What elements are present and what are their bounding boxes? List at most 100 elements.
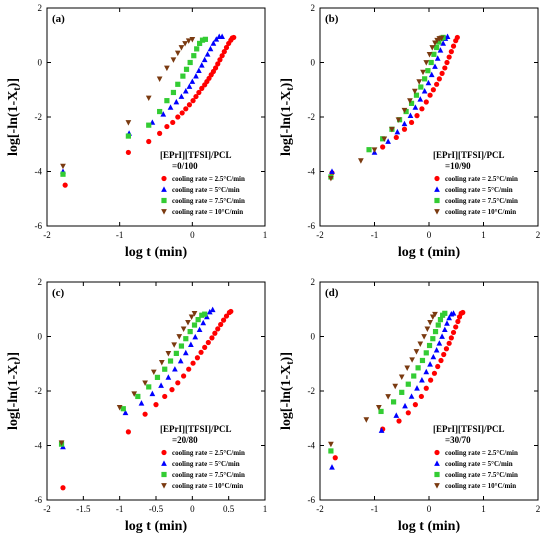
x-tick-label: -0.5 bbox=[149, 504, 164, 514]
data-point bbox=[436, 39, 442, 45]
x-tick-label: -2 bbox=[43, 230, 51, 240]
data-point bbox=[154, 374, 161, 380]
data-point bbox=[182, 87, 189, 94]
y-tick-label: 2 bbox=[38, 277, 43, 287]
data-point bbox=[209, 306, 216, 313]
data-point bbox=[444, 320, 450, 326]
data-point bbox=[153, 402, 159, 408]
x-tick-label: 1 bbox=[263, 504, 268, 514]
data-point bbox=[419, 376, 425, 383]
legend-entry: cooling rate = 10°C/min bbox=[172, 482, 243, 490]
data-point bbox=[376, 405, 382, 411]
data-point bbox=[439, 333, 445, 339]
data-point bbox=[178, 93, 185, 99]
data-point bbox=[401, 120, 408, 127]
data-point bbox=[450, 43, 457, 49]
data-point bbox=[430, 353, 437, 360]
data-point bbox=[162, 366, 168, 372]
data-point bbox=[223, 44, 230, 51]
data-point bbox=[219, 53, 225, 59]
legend-entry: cooling rate = 7.5°C/min bbox=[445, 471, 518, 479]
data-point bbox=[419, 106, 425, 112]
x-tick-label: -1 bbox=[116, 230, 124, 240]
data-point bbox=[165, 374, 172, 380]
data-point bbox=[450, 310, 457, 316]
legend-marker bbox=[161, 460, 167, 466]
data-point bbox=[204, 51, 211, 57]
legend-marker bbox=[434, 483, 440, 489]
data-point bbox=[157, 130, 163, 136]
data-point bbox=[396, 418, 402, 424]
x-tick-label: 2 bbox=[536, 504, 541, 514]
data-point bbox=[202, 344, 208, 350]
data-point bbox=[435, 322, 441, 328]
data-point bbox=[194, 355, 201, 361]
legend-marker bbox=[161, 483, 167, 489]
y-axis-title: log[-ln(1-Xt)] bbox=[279, 78, 296, 156]
data-point bbox=[437, 47, 444, 53]
data-point bbox=[409, 357, 415, 363]
data-point bbox=[180, 326, 187, 332]
legend-marker bbox=[434, 197, 440, 204]
data-point bbox=[149, 390, 156, 397]
y-tick-label: -2 bbox=[308, 386, 316, 396]
legend-entry: cooling rate = 2.5°C/min bbox=[445, 449, 518, 457]
data-point bbox=[417, 341, 424, 347]
data-point bbox=[448, 335, 454, 341]
data-point bbox=[358, 158, 364, 164]
data-point bbox=[392, 383, 399, 390]
data-series bbox=[62, 34, 237, 188]
data-point bbox=[436, 76, 442, 82]
data-series bbox=[60, 308, 234, 491]
data-point bbox=[199, 312, 205, 318]
data-point bbox=[209, 335, 215, 341]
data-point bbox=[446, 340, 452, 346]
data-point bbox=[408, 393, 415, 399]
data-point bbox=[185, 38, 192, 44]
data-point bbox=[212, 65, 219, 71]
data-point bbox=[131, 391, 138, 397]
data-point bbox=[425, 68, 431, 74]
data-point bbox=[393, 412, 400, 418]
legend-entry: cooling rate = 10°C/min bbox=[172, 208, 243, 216]
data-point bbox=[116, 405, 123, 411]
data-point bbox=[444, 33, 451, 39]
data-point bbox=[414, 113, 420, 119]
data-point bbox=[415, 365, 421, 371]
y-tick-label: 0 bbox=[311, 332, 316, 342]
data-point bbox=[181, 373, 187, 379]
y-tick-label: 2 bbox=[311, 277, 316, 287]
legend-entry: cooling rate = 5°C/min bbox=[172, 186, 240, 194]
data-point bbox=[120, 406, 126, 412]
data-point bbox=[446, 314, 453, 321]
data-point bbox=[405, 381, 411, 387]
data-point bbox=[399, 389, 405, 395]
data-point bbox=[427, 92, 433, 98]
data-point bbox=[407, 98, 413, 104]
data-point bbox=[162, 393, 168, 400]
data-point bbox=[221, 49, 227, 55]
data-point bbox=[438, 35, 445, 42]
data-point bbox=[385, 394, 391, 400]
data-point bbox=[421, 334, 427, 340]
data-point bbox=[182, 41, 188, 47]
data-point bbox=[194, 46, 200, 52]
x-tick-label: -2 bbox=[316, 504, 324, 514]
x-tick-label: 0 bbox=[427, 230, 432, 240]
legend-title-line2: =10/90 bbox=[445, 161, 471, 171]
data-point bbox=[448, 49, 454, 55]
data-point bbox=[158, 382, 164, 388]
data-point bbox=[169, 387, 175, 393]
x-axis-title: log t (min) bbox=[398, 245, 461, 260]
legend-entry: cooling rate = 7.5°C/min bbox=[172, 471, 245, 479]
data-series bbox=[332, 309, 466, 461]
data-point bbox=[434, 44, 440, 51]
data-point bbox=[444, 59, 450, 66]
data-point bbox=[197, 40, 203, 47]
data-point bbox=[378, 427, 385, 433]
data-point bbox=[125, 120, 132, 126]
data-point bbox=[160, 111, 167, 117]
data-point bbox=[199, 37, 206, 43]
y-axis-title: log[-ln(1-Xt)] bbox=[6, 78, 23, 156]
y-tick-label: -2 bbox=[35, 386, 43, 396]
